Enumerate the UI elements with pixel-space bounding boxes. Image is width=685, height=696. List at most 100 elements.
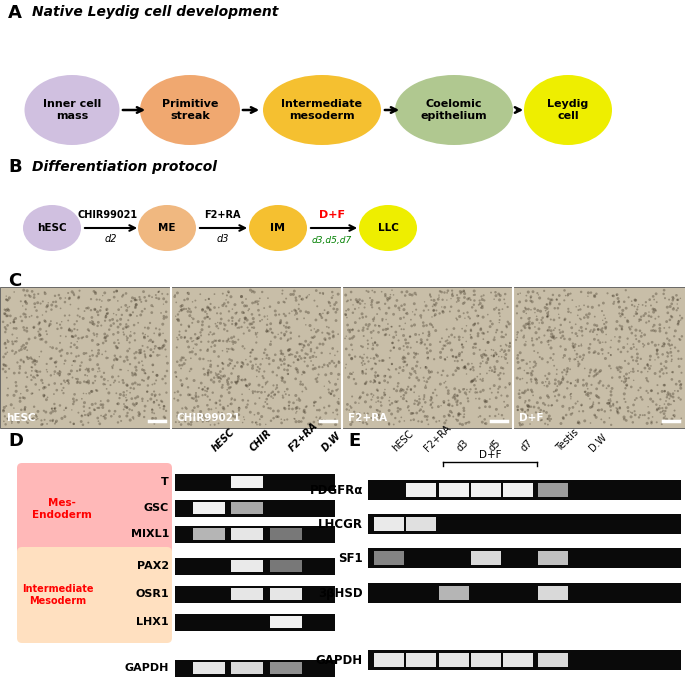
Point	[308, 416, 319, 427]
Point	[675, 293, 685, 304]
Point	[187, 317, 198, 329]
Point	[357, 341, 368, 352]
Point	[69, 324, 80, 335]
Point	[358, 322, 369, 333]
Point	[649, 319, 660, 331]
Point	[93, 363, 104, 374]
Point	[279, 329, 290, 340]
Point	[245, 356, 256, 367]
Point	[209, 289, 220, 300]
Bar	[439, 483, 469, 497]
Point	[606, 419, 616, 430]
Point	[527, 333, 538, 344]
Point	[465, 383, 476, 395]
Point	[661, 327, 672, 338]
Point	[661, 413, 672, 425]
Point	[316, 414, 327, 425]
Point	[477, 352, 488, 363]
Point	[547, 332, 558, 343]
Point	[64, 310, 75, 321]
Point	[327, 356, 338, 367]
Point	[99, 374, 110, 385]
Point	[586, 388, 597, 399]
Point	[184, 303, 195, 315]
Point	[654, 403, 665, 414]
Point	[447, 392, 458, 403]
Point	[366, 333, 377, 344]
Point	[551, 294, 562, 306]
Point	[442, 370, 453, 381]
Point	[327, 326, 338, 338]
Point	[429, 300, 440, 311]
Point	[309, 295, 320, 306]
Ellipse shape	[23, 205, 81, 251]
Point	[673, 294, 684, 306]
Point	[525, 295, 536, 306]
Point	[121, 386, 132, 397]
Point	[657, 406, 668, 418]
Point	[570, 339, 581, 350]
Point	[669, 411, 680, 422]
Point	[190, 302, 201, 313]
Point	[83, 303, 94, 314]
Point	[108, 359, 119, 370]
Point	[362, 338, 373, 349]
Point	[309, 397, 320, 409]
Point	[372, 405, 383, 416]
Point	[136, 306, 147, 317]
Point	[104, 405, 115, 416]
Point	[38, 296, 49, 307]
Point	[319, 333, 330, 345]
Point	[391, 397, 402, 408]
Point	[374, 355, 385, 366]
Point	[237, 417, 248, 428]
Point	[528, 361, 539, 372]
Point	[382, 323, 393, 334]
Point	[475, 368, 486, 379]
Point	[92, 366, 103, 377]
Point	[160, 370, 171, 381]
Bar	[538, 586, 568, 600]
Point	[35, 298, 46, 309]
Point	[311, 326, 322, 338]
Point	[192, 401, 203, 412]
Point	[253, 296, 264, 307]
Point	[361, 377, 372, 388]
Point	[216, 373, 227, 384]
Point	[254, 310, 265, 321]
Point	[98, 338, 109, 349]
Bar	[270, 616, 302, 628]
Point	[293, 299, 304, 310]
Point	[421, 301, 432, 312]
Point	[353, 302, 364, 313]
Point	[477, 385, 488, 396]
Point	[77, 333, 88, 344]
Point	[134, 347, 145, 358]
Point	[268, 380, 279, 391]
Point	[436, 400, 447, 411]
Point	[419, 390, 429, 401]
Point	[173, 314, 184, 325]
Point	[399, 352, 410, 363]
Point	[411, 290, 422, 301]
Point	[552, 381, 563, 392]
Point	[237, 374, 248, 386]
Point	[186, 416, 197, 427]
Point	[223, 306, 234, 317]
Point	[101, 352, 112, 363]
Point	[277, 375, 288, 386]
Point	[249, 322, 260, 333]
Point	[100, 312, 111, 323]
Point	[648, 325, 659, 336]
Point	[382, 377, 393, 388]
Point	[35, 330, 46, 341]
Point	[287, 404, 298, 415]
Point	[265, 336, 276, 347]
Point	[122, 345, 133, 356]
Point	[354, 313, 365, 324]
Point	[174, 326, 185, 337]
Point	[119, 387, 129, 398]
Point	[100, 409, 111, 420]
Point	[62, 287, 73, 299]
Point	[643, 376, 653, 387]
